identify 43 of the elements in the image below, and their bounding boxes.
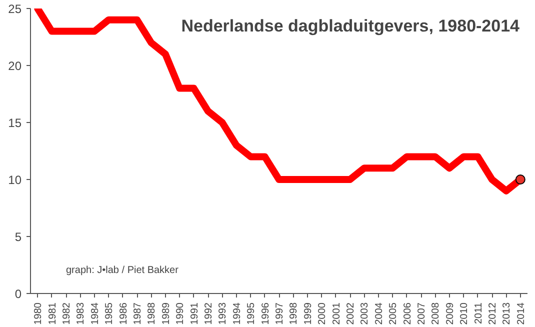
x-tick-label: 2003 xyxy=(360,302,371,325)
x-tick-label: 2011 xyxy=(473,302,484,324)
x-tick-label: 1986 xyxy=(118,302,130,325)
x-tick-label: 2014 xyxy=(516,302,527,325)
x-tick-label: 1982 xyxy=(62,302,72,325)
x-tick-label: 1995 xyxy=(246,302,258,325)
x-tick-label: 1988 xyxy=(146,302,158,325)
y-tick-label: 15 xyxy=(8,116,22,130)
x-tick-label: 1998 xyxy=(288,302,300,325)
y-tick-label: 10 xyxy=(8,173,22,187)
y-tick-label: 25 xyxy=(8,2,22,16)
x-tick-label: 2005 xyxy=(388,302,400,325)
x-tick-label: 2004 xyxy=(374,302,385,325)
y-tick-label: 20 xyxy=(8,59,22,73)
x-tick-label: 1996 xyxy=(260,302,272,325)
x-tick-label: 1999 xyxy=(302,302,314,325)
y-tick-label: 0 xyxy=(14,287,22,301)
x-tick-label: 1985 xyxy=(104,302,116,325)
x-tick-label: 2010 xyxy=(459,302,470,325)
x-tick-label: 1989 xyxy=(160,302,172,325)
x-tick-label: 2012 xyxy=(488,302,498,325)
x-tick-label: 1991 xyxy=(189,302,200,325)
y-tick-label: 5 xyxy=(14,230,22,244)
x-tick-label: 1987 xyxy=(132,302,144,325)
x-tick-label: 2001 xyxy=(331,302,342,325)
x-tick-label: 1981 xyxy=(47,302,58,325)
x-tick-label: 1983 xyxy=(76,302,87,325)
x-tick-label: 2002 xyxy=(346,302,356,325)
x-tick-label: 2006 xyxy=(402,302,414,325)
x-tick-label: 2013 xyxy=(502,302,513,325)
x-tick-label: 1994 xyxy=(232,302,243,325)
annotation: graph: J•lab / Piet Bakker xyxy=(66,265,180,276)
x-tick-label: 2009 xyxy=(444,302,456,325)
x-tick-label: 1984 xyxy=(90,302,101,325)
x-tick-label: 1993 xyxy=(218,302,229,325)
x-tick-label: 2008 xyxy=(430,302,442,325)
x-tick-label: 1990 xyxy=(175,302,186,325)
text: Nederlandse dagbladuitgevers, 1980-2014 xyxy=(181,16,520,36)
x-tick-label: 1992 xyxy=(204,302,214,325)
x-tick-label: 2000 xyxy=(317,302,328,325)
x-tick-label: 1997 xyxy=(274,302,286,325)
x-tick-label: 2007 xyxy=(416,302,428,325)
x-tick-label: 1980 xyxy=(33,302,44,325)
